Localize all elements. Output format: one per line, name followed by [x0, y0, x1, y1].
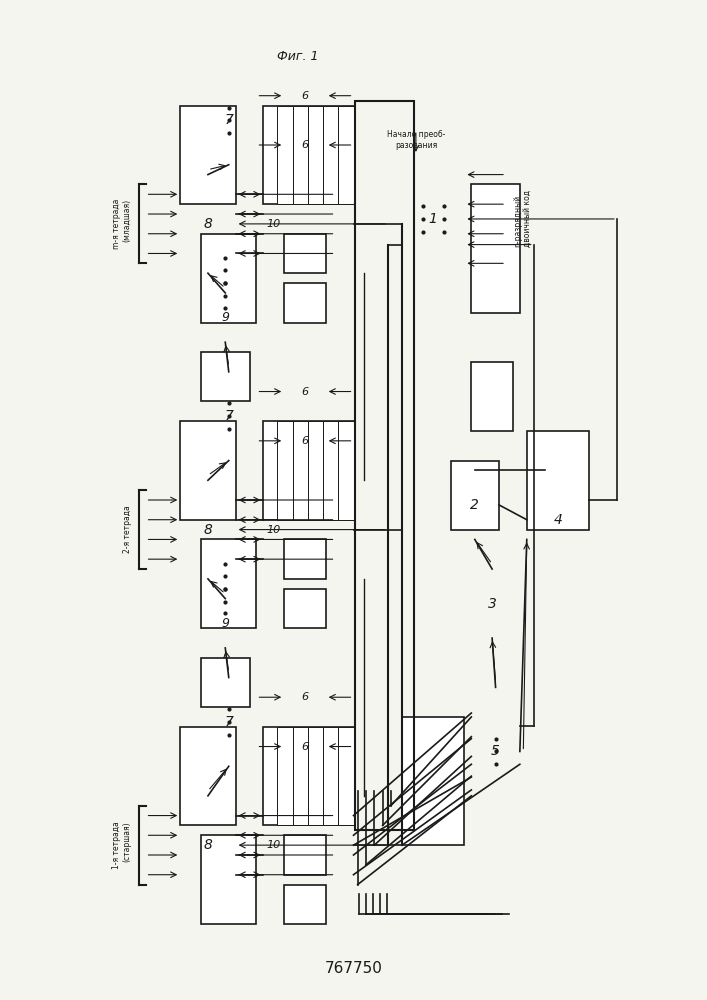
FancyBboxPatch shape	[284, 283, 326, 322]
FancyBboxPatch shape	[264, 106, 354, 204]
Text: 6: 6	[301, 742, 308, 752]
Text: 6: 6	[301, 140, 308, 150]
FancyBboxPatch shape	[284, 589, 326, 628]
Text: 1: 1	[428, 212, 438, 226]
FancyBboxPatch shape	[201, 234, 257, 322]
FancyBboxPatch shape	[338, 421, 354, 520]
Text: 3: 3	[488, 597, 496, 611]
FancyBboxPatch shape	[264, 421, 354, 520]
FancyBboxPatch shape	[264, 727, 354, 825]
FancyBboxPatch shape	[402, 717, 464, 845]
FancyBboxPatch shape	[293, 106, 308, 204]
Text: m-я тетрада
(младшая): m-я тетрада (младшая)	[112, 199, 132, 249]
FancyBboxPatch shape	[284, 835, 326, 875]
FancyBboxPatch shape	[323, 421, 338, 520]
FancyBboxPatch shape	[277, 106, 293, 204]
Text: 5: 5	[491, 744, 500, 758]
Text: 8: 8	[204, 217, 212, 231]
FancyBboxPatch shape	[277, 727, 293, 825]
Text: 7: 7	[224, 113, 233, 127]
FancyBboxPatch shape	[338, 727, 354, 825]
FancyBboxPatch shape	[293, 727, 308, 825]
Text: Фиг. 1: Фиг. 1	[277, 50, 319, 63]
Text: 1-я тетрада
(старшая): 1-я тетрада (старшая)	[112, 821, 132, 869]
FancyBboxPatch shape	[201, 539, 257, 628]
Text: 10: 10	[267, 525, 281, 535]
Text: 9: 9	[221, 617, 229, 630]
FancyBboxPatch shape	[323, 727, 338, 825]
Text: 7: 7	[224, 715, 233, 729]
FancyBboxPatch shape	[201, 835, 257, 924]
Text: 4: 4	[554, 513, 562, 527]
Text: 8: 8	[204, 523, 212, 537]
FancyBboxPatch shape	[277, 421, 293, 520]
Text: 10: 10	[267, 840, 281, 850]
FancyBboxPatch shape	[308, 727, 323, 825]
Text: 10: 10	[267, 219, 281, 229]
Text: 2: 2	[470, 498, 479, 512]
FancyBboxPatch shape	[293, 421, 308, 520]
Text: 8: 8	[204, 838, 212, 852]
FancyBboxPatch shape	[284, 539, 326, 579]
FancyBboxPatch shape	[284, 885, 326, 924]
Text: Начало преоб-
разования: Начало преоб- разования	[387, 130, 445, 150]
FancyBboxPatch shape	[472, 362, 513, 431]
Text: 7: 7	[224, 409, 233, 423]
FancyBboxPatch shape	[323, 106, 338, 204]
FancyBboxPatch shape	[180, 727, 235, 825]
FancyBboxPatch shape	[201, 352, 250, 401]
Text: 6: 6	[301, 692, 308, 702]
Text: 767750: 767750	[325, 961, 382, 976]
FancyBboxPatch shape	[527, 431, 589, 530]
Text: 6: 6	[301, 91, 308, 101]
Text: 6: 6	[301, 436, 308, 446]
FancyBboxPatch shape	[308, 106, 323, 204]
FancyBboxPatch shape	[180, 421, 235, 520]
FancyBboxPatch shape	[284, 234, 326, 273]
FancyBboxPatch shape	[338, 106, 354, 204]
FancyBboxPatch shape	[180, 106, 235, 204]
FancyBboxPatch shape	[308, 421, 323, 520]
Text: 6: 6	[301, 387, 308, 397]
FancyBboxPatch shape	[472, 184, 520, 313]
FancyBboxPatch shape	[450, 461, 499, 530]
Text: 9: 9	[221, 311, 229, 324]
FancyBboxPatch shape	[201, 658, 250, 707]
Text: n-разрядный
двоичный код: n-разрядный двоичный код	[513, 190, 532, 247]
Text: 2-я тетрада: 2-я тетрада	[123, 506, 132, 553]
